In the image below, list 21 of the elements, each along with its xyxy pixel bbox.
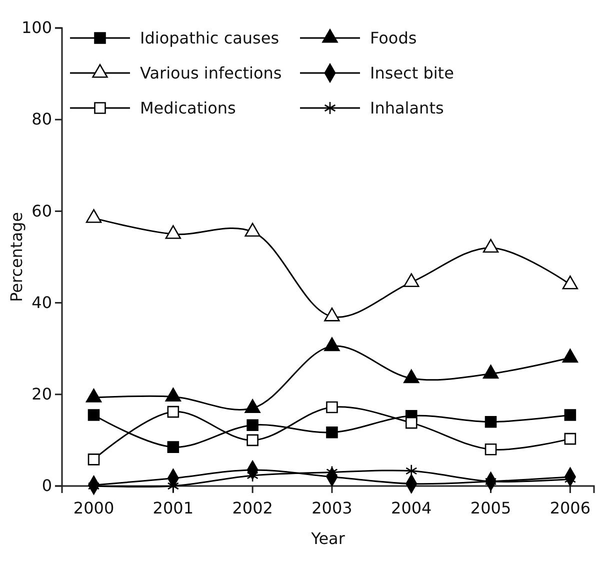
y-tick-label: 100	[21, 18, 52, 38]
y-tick-label: 40	[32, 292, 52, 312]
legend-label: Medications	[140, 98, 236, 118]
y-tick-label: 80	[32, 110, 52, 129]
legend-label: Various infections	[140, 64, 282, 83]
x-tick-label: 2002	[232, 498, 273, 518]
x-tick-label: 2005	[470, 498, 512, 518]
x-tick-label: 2003	[312, 498, 352, 518]
legend-label: Insect bite	[370, 64, 454, 83]
x-tick-label: 2001	[152, 498, 194, 518]
x-tick-label: 2004	[391, 498, 432, 518]
y-axis-title: Percentage	[7, 212, 26, 302]
y-tick-label: 60	[32, 201, 52, 220]
legend-label: Inhalants	[370, 98, 444, 118]
y-tick-label: 0	[42, 476, 52, 496]
x-axis-title: Year	[310, 529, 346, 548]
x-tick-label: 2006	[550, 498, 591, 518]
y-tick-label: 20	[32, 384, 52, 404]
x-tick-label: 2000	[73, 498, 114, 518]
legend-label: Foods	[370, 28, 417, 48]
legend-label: Idiopathic causes	[140, 28, 280, 48]
